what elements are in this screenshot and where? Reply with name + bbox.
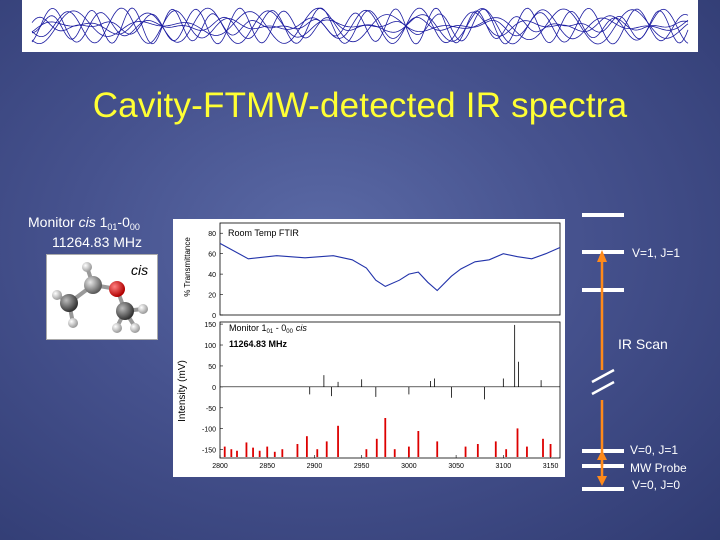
- transition-lower: 0: [122, 214, 130, 230]
- xtick-label: 2900: [307, 463, 323, 470]
- ftmw-panel-frequency: 11264.83 MHz: [229, 339, 288, 349]
- energy-level-v0-j0: [582, 487, 624, 491]
- header-banner: [22, 0, 698, 52]
- spectra-chart: Room Temp FTIR % Transmittance Intensity…: [177, 222, 561, 470]
- slide-title: Cavity-FTMW-detected IR spectra: [92, 86, 628, 125]
- ftmw-ytick-label: 100: [204, 343, 216, 350]
- monitor-transition-label: Monitor cis 101-000: [28, 214, 140, 232]
- stick-bar: [365, 449, 368, 457]
- xtick-label: 3000: [401, 463, 417, 470]
- stick-bar: [526, 446, 528, 457]
- stick-bar: [236, 450, 238, 457]
- axis-break-mark-1: [591, 368, 615, 384]
- ftmw-panel-label: Monitor 101 - 000 cis: [229, 323, 307, 335]
- xtick-label: 3100: [496, 463, 512, 470]
- transition-dash: -: [117, 214, 123, 230]
- stick-bar: [281, 449, 284, 457]
- xtick-label: 2800: [212, 463, 228, 470]
- wave-pattern-graphic: [31, 4, 689, 48]
- xtick-label: 3050: [448, 463, 464, 470]
- stick-bar: [464, 446, 467, 457]
- level-label-v0-j0: V=0, J=0: [632, 478, 681, 492]
- stick-bar: [505, 449, 508, 457]
- ftir-ytick-label: 80: [208, 231, 216, 238]
- ftir-ytick-label: 60: [208, 252, 216, 259]
- ftmw-ytick-label: -50: [206, 406, 216, 413]
- energy-level-v1-j1: [582, 250, 624, 254]
- ftmw-ytick-label: 50: [208, 364, 216, 371]
- stick-bar: [417, 431, 420, 457]
- monitor-isomer: cis: [78, 214, 96, 230]
- stick-bar: [273, 451, 276, 457]
- transition-arrows: [591, 250, 615, 486]
- stick-bar: [337, 425, 339, 457]
- stick-bar: [258, 450, 261, 457]
- xtick-label: 2950: [354, 463, 370, 470]
- stick-bar: [305, 436, 308, 457]
- spectra-figure: Room Temp FTIR % Transmittance Intensity…: [173, 219, 565, 477]
- ftir-spectrum-line: [219, 242, 561, 292]
- stick-bar: [296, 444, 299, 457]
- stick-bar: [266, 446, 269, 457]
- stick-bar: [542, 438, 544, 457]
- ftmw-ytick-label: -100: [202, 427, 216, 434]
- ftir-ytick-label: 20: [208, 293, 216, 300]
- stick-bar: [393, 449, 396, 457]
- stick-bar: [494, 441, 497, 457]
- stick-bar: [245, 442, 248, 457]
- molecule-image: cis: [46, 254, 158, 340]
- mw-probe-label: MW Probe: [630, 461, 687, 475]
- ftmw-label-mid: - 0: [273, 323, 286, 333]
- xtick-label: 3150: [543, 463, 559, 470]
- transition-upper: 1: [99, 214, 108, 230]
- monitor-frequency: 11264.83 MHz: [52, 234, 143, 250]
- stick-bar: [316, 449, 319, 457]
- ftmw-label-isomer: cis: [296, 323, 307, 333]
- ftir-ytick-label: 40: [208, 272, 216, 279]
- transition-lower-sub: 00: [129, 222, 140, 232]
- ftir-ylabel: % Transmittance: [183, 237, 192, 297]
- molecule-model-graphic: cis: [52, 262, 148, 333]
- xtick-label: 2850: [259, 463, 275, 470]
- stick-bar: [325, 441, 328, 457]
- ftir-panel-label: Room Temp FTIR: [228, 228, 299, 238]
- ftir-panel-frame: [219, 222, 561, 316]
- molecule-label: cis: [131, 262, 148, 278]
- level-label-v1-j1: V=1, J=1: [632, 246, 681, 260]
- stick-bar: [549, 444, 552, 457]
- axis-break-mark-2: [591, 380, 615, 396]
- mw-arrow-up-icon: [597, 450, 607, 460]
- ftmw-label-sub2: 00: [286, 329, 293, 335]
- energy-level-v1-j0: [582, 213, 624, 217]
- ftmw-label-sub1: 01: [267, 329, 274, 335]
- ftmw-ytick-label: -150: [202, 448, 216, 455]
- stick-bar: [516, 428, 519, 457]
- stick-bar: [407, 446, 410, 457]
- stick-bar: [252, 447, 254, 457]
- ftmw-ytick-label: 0: [212, 385, 216, 392]
- monitor-prefix: Monitor: [28, 214, 75, 230]
- ir-scan-label: IR Scan: [618, 336, 668, 352]
- level-label-v0-j1: V=0, J=1: [630, 443, 679, 457]
- stick-bar: [476, 444, 479, 457]
- stick-bar: [223, 446, 226, 457]
- ftir-ytick-label: 0: [212, 313, 216, 320]
- ftmw-label-prefix: Monitor 1: [229, 323, 267, 333]
- stick-bar: [230, 449, 233, 457]
- stick-bar: [375, 438, 378, 457]
- ftmw-panel-frame: [219, 321, 561, 459]
- mw-arrow-down-icon: [597, 476, 607, 486]
- stick-bar: [436, 441, 439, 457]
- stick-bar: [384, 418, 387, 457]
- transition-upper-sub: 01: [107, 222, 118, 232]
- ftmw-ytick-label: 150: [204, 322, 216, 329]
- ftmw-ylabel: Intensity (mV): [177, 360, 188, 422]
- ir-arrow-head-icon: [597, 250, 607, 262]
